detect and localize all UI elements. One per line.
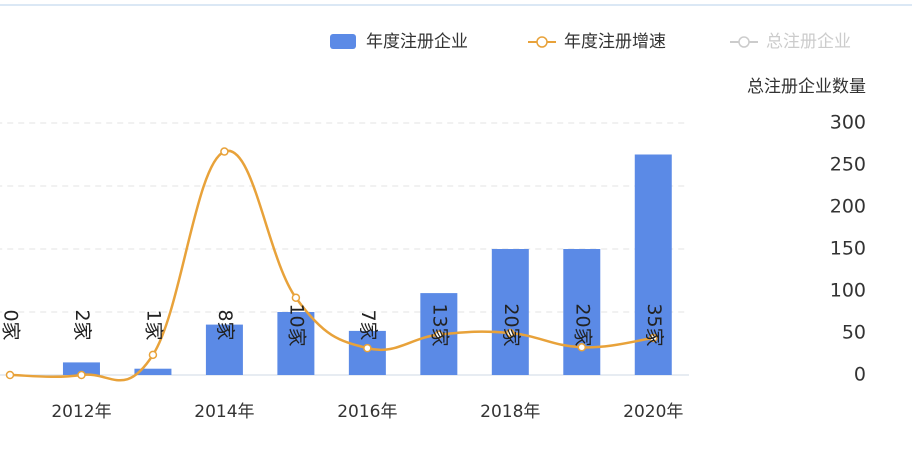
bar [277,312,315,375]
y2-axis-title: 总注册企业数量 [747,77,866,97]
data-label: 2家 [71,309,93,340]
legend-label: 年度注册增速 [564,32,666,52]
data-label: 13家 [428,303,450,346]
line-point [363,343,372,353]
bar [348,330,386,375]
bar [134,368,172,375]
line-point [291,293,301,302]
line-point [577,343,587,352]
line-point [148,350,158,360]
data-label: 1家 [142,309,164,340]
legend-item[interactable]: 年度注册企业 [330,32,468,52]
legend-label: 总注册企业 [766,32,851,52]
y2-tick-label: 200 [830,196,866,218]
line [9,149,654,382]
bar [205,324,243,375]
y2-tick-label: 250 [830,154,866,176]
line-point [5,370,15,380]
legend-swatch [738,36,750,48]
line-point [649,333,658,343]
line-point [77,370,86,380]
legend-item[interactable]: 总注册企业 [730,32,851,52]
bar [62,362,100,375]
line-point [506,328,515,338]
x-tick-label: 2016年 [337,402,397,422]
data-label: 8家 [214,309,236,340]
data-label: 7家 [357,309,379,340]
x-tick-label: 2014年 [194,402,254,422]
y2-tick-label: 50 [842,322,866,344]
y2-tick-label: 300 [830,112,866,134]
data-label: 0家 [0,309,21,340]
legend-item[interactable]: 年度注册增速 [528,32,666,52]
line-point [220,147,229,156]
data-label: 35家 [643,303,665,346]
x-tick-label: 2012年 [51,402,111,422]
legend-swatch [330,34,356,49]
legend-label: 年度注册企业 [366,32,468,52]
y2-tick-label: 150 [830,238,866,260]
bar [563,249,601,375]
data-label: 20家 [500,303,522,346]
x-tick-label: 2020年 [623,402,683,422]
data-label: 10家 [285,303,307,346]
line-point [434,330,444,339]
data-label: 20家 [571,303,593,346]
y2-tick-label: 100 [830,280,866,302]
bar [491,249,529,375]
y2-tick-label: 0 [854,364,866,386]
legend-swatch [536,36,548,48]
x-tick-label: 2018年 [480,402,540,422]
